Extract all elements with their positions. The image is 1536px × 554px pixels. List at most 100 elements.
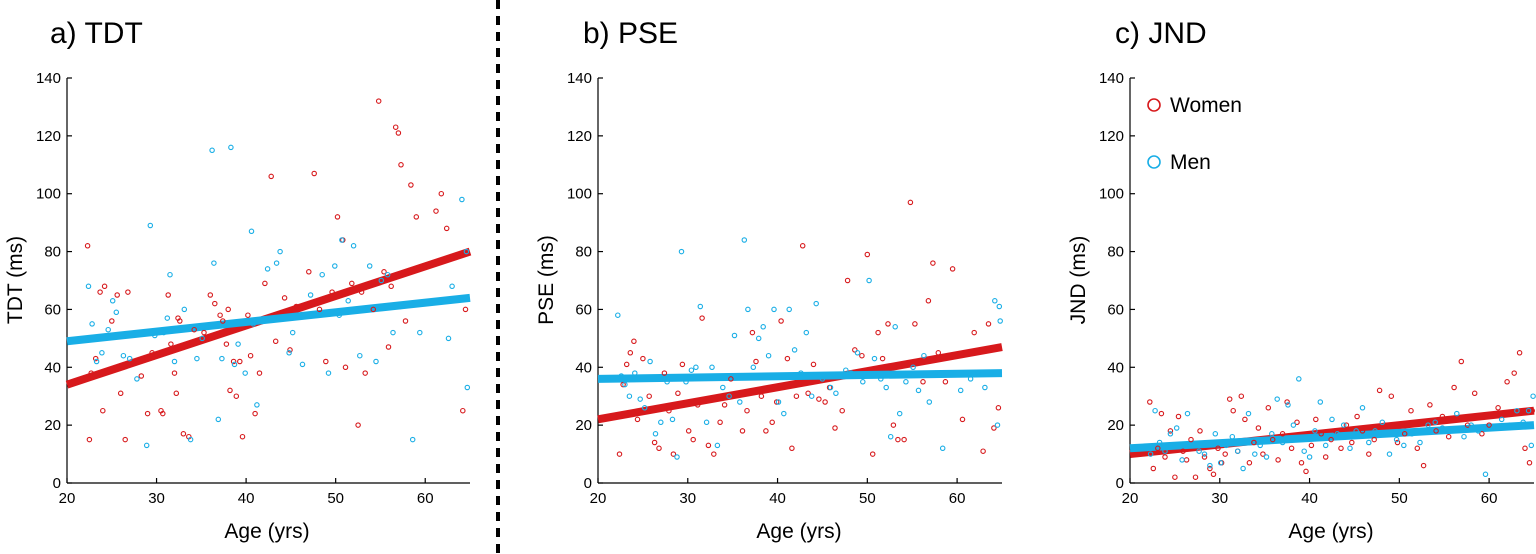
data-point-men	[1530, 393, 1536, 399]
data-point-men	[1528, 442, 1535, 449]
data-point-men	[1156, 439, 1163, 446]
data-point-women	[1238, 393, 1245, 399]
legend-label-women: Women	[1170, 94, 1242, 117]
data-point-men	[1245, 410, 1252, 417]
panel-title: c) JND	[1115, 17, 1207, 50]
data-point-women	[1318, 431, 1324, 437]
data-point-men	[833, 390, 839, 397]
data-point-women	[452, 254, 459, 261]
data-point-women	[753, 358, 759, 365]
data-point-women	[744, 407, 750, 414]
data-point-men	[1359, 405, 1366, 411]
data-point-women	[370, 306, 377, 313]
data-point-women	[247, 352, 254, 359]
data-point-men	[669, 416, 676, 423]
data-point-men	[755, 335, 762, 342]
data-point-men	[1317, 399, 1324, 405]
data-point-men	[726, 393, 732, 399]
data-point-men	[1461, 433, 1467, 440]
data-point-women	[1175, 413, 1182, 420]
data-point-men	[771, 306, 777, 313]
y-tick-label: 20	[44, 417, 61, 434]
data-point-men	[1184, 410, 1191, 417]
data-point-women	[1366, 451, 1372, 457]
data-point-men	[445, 335, 452, 342]
data-point-men	[819, 376, 826, 382]
data-point-women	[685, 428, 692, 434]
data-point-men	[254, 402, 260, 408]
data-point-women	[1230, 407, 1236, 414]
data-point-women	[651, 439, 658, 446]
data-point-women	[1495, 405, 1501, 411]
data-point-women	[1338, 445, 1344, 452]
data-point-women	[875, 329, 881, 336]
data-point-men	[1401, 442, 1407, 449]
data-point-women	[985, 321, 992, 327]
data-point-women	[1376, 387, 1383, 394]
data-point-men	[332, 263, 338, 269]
data-point-women	[1408, 407, 1414, 414]
data-point-women	[879, 355, 886, 362]
data-point-women	[670, 451, 677, 457]
data-point-men	[765, 352, 772, 359]
data-point-men	[1285, 402, 1291, 408]
data-point-men	[786, 306, 792, 313]
data-point-men	[741, 237, 748, 243]
y-tick-label: 100	[1099, 186, 1124, 203]
legend-label-men: Men	[1170, 151, 1211, 174]
data-point-women	[225, 306, 231, 313]
data-point-women	[402, 318, 409, 324]
data-point-men	[1386, 451, 1393, 457]
data-point-men	[1514, 407, 1520, 414]
data-point-men	[827, 384, 834, 391]
data-point-men	[703, 419, 710, 426]
data-point-women	[1420, 462, 1427, 469]
data-point-men	[678, 248, 685, 255]
data-point-women	[1433, 428, 1439, 434]
data-point-women	[323, 358, 329, 365]
data-point-men	[1482, 471, 1489, 478]
y-tick-label: 100	[567, 186, 592, 203]
data-point-men	[366, 263, 373, 269]
trend-line-men	[597, 369, 1003, 383]
y-tick-label: 40	[44, 359, 61, 376]
data-point-men	[345, 298, 351, 304]
data-point-women	[1226, 396, 1233, 402]
data-point-women	[616, 451, 623, 457]
data-point-women	[362, 370, 368, 376]
data-point-women	[634, 416, 641, 423]
data-point-men	[1234, 448, 1241, 454]
data-point-men	[720, 384, 726, 391]
data-point-men	[1201, 451, 1208, 457]
data-point-men	[319, 271, 325, 278]
data-point-men	[1425, 422, 1431, 428]
data-point-men	[209, 147, 215, 154]
data-point-men	[957, 387, 964, 394]
x-tick-label: 40	[238, 490, 255, 507]
y-tick-label: 140	[1099, 70, 1124, 87]
data-point-men	[199, 335, 205, 342]
data-point-men	[760, 324, 766, 330]
data-point-women	[84, 243, 91, 249]
data-point-men	[187, 436, 194, 443]
data-point-men	[781, 410, 787, 417]
data-point-women	[1504, 379, 1510, 385]
data-point-women	[165, 292, 171, 298]
data-point-men	[264, 266, 271, 272]
data-point-women	[656, 445, 662, 452]
data-point-women	[252, 410, 258, 417]
data-point-men	[1162, 448, 1168, 454]
data-point-men	[1290, 422, 1297, 428]
data-point-women	[1197, 428, 1203, 434]
data-point-women	[239, 433, 246, 440]
data-point-women	[117, 390, 124, 397]
data-point-women	[1394, 439, 1401, 446]
data-point-men	[982, 384, 988, 391]
data-point-men	[171, 358, 178, 365]
data-point-men	[1207, 462, 1213, 469]
legend: Women Men	[1147, 94, 1242, 174]
data-point-women	[220, 318, 226, 324]
data-point-men	[167, 271, 173, 278]
data-point-men	[1279, 439, 1286, 446]
